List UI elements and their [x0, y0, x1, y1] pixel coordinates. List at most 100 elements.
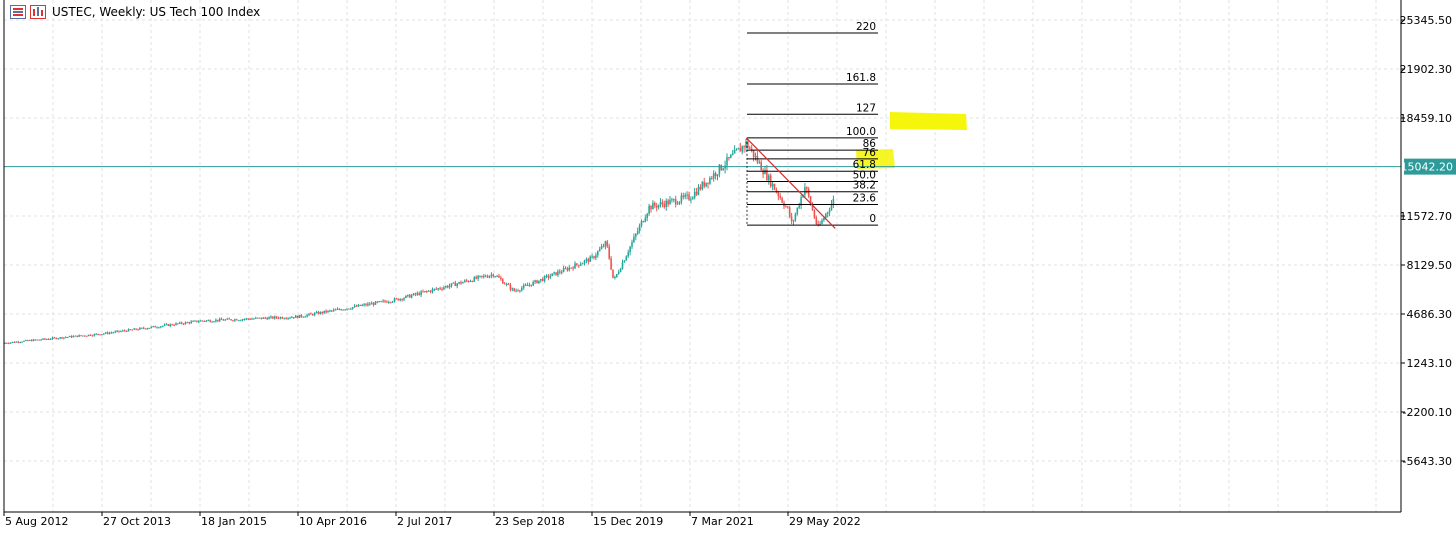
- candle-body: [131, 329, 134, 331]
- candle-body: [359, 304, 362, 306]
- candle-body: [372, 303, 375, 305]
- candle-body: [652, 202, 654, 210]
- candle-body: [522, 285, 525, 288]
- candle-body: [74, 335, 77, 337]
- candle-body: [429, 290, 432, 292]
- candle-body: [397, 298, 400, 301]
- candle-body: [775, 189, 778, 193]
- candle-body: [184, 322, 187, 324]
- candle-body: [553, 272, 555, 274]
- candle-body: [627, 252, 629, 257]
- candle-body: [663, 203, 666, 207]
- candle-body: [338, 308, 341, 310]
- candle-body: [234, 319, 236, 321]
- candle-body: [66, 337, 69, 339]
- candle-body: [530, 284, 533, 286]
- candle-body: [597, 251, 599, 256]
- candle-body: [230, 319, 232, 321]
- candle-body: [555, 272, 557, 276]
- candle-body: [323, 310, 325, 314]
- candle-body: [807, 188, 810, 197]
- candle-body: [667, 200, 669, 205]
- candle-body: [467, 280, 470, 282]
- candle-body: [9, 342, 12, 344]
- candle-body: [25, 340, 27, 342]
- candle-body: [551, 273, 553, 277]
- candle-body: [374, 301, 377, 305]
- candle-body: [484, 275, 487, 277]
- fib-level-label: 0: [869, 213, 876, 225]
- candle-body: [8, 343, 10, 345]
- candle-body: [139, 327, 141, 330]
- candle-body: [659, 202, 662, 205]
- candle-body: [764, 169, 766, 175]
- candle-body: [747, 141, 749, 148]
- candle-body: [152, 326, 154, 328]
- candle-body: [4, 342, 6, 344]
- candle-body: [794, 214, 797, 221]
- candle-body: [625, 256, 628, 261]
- candle-body: [342, 309, 344, 311]
- candle-body: [790, 216, 793, 222]
- candle-body: [188, 322, 191, 324]
- candle-body: [692, 197, 694, 200]
- candle-body: [327, 310, 329, 313]
- candle-body: [490, 274, 493, 276]
- candle-body: [792, 220, 795, 222]
- candle-body: [646, 213, 648, 219]
- fib-level-label: 61.8: [853, 159, 876, 171]
- candle-body: [15, 341, 18, 343]
- candle-body: [583, 260, 586, 264]
- candle-body: [693, 191, 696, 198]
- candle-body: [167, 324, 170, 327]
- candle-body: [806, 187, 808, 189]
- candle-body: [395, 298, 398, 300]
- candle-body: [452, 282, 455, 284]
- candle-body: [821, 220, 823, 224]
- candle-body: [684, 195, 686, 197]
- candle-body: [123, 330, 126, 332]
- x-tick-label: 23 Sep 2018: [495, 515, 565, 528]
- candle-body: [122, 330, 124, 332]
- candle-body: [258, 317, 261, 319]
- candle-body: [568, 267, 571, 271]
- candle-body: [703, 181, 705, 187]
- candle-body: [494, 276, 496, 278]
- candle-body: [496, 276, 498, 278]
- candle-body: [435, 288, 438, 290]
- candle-body: [93, 333, 96, 336]
- candle-body: [19, 342, 21, 344]
- candle-body: [199, 320, 202, 322]
- candle-body: [623, 260, 626, 263]
- candle-body: [730, 155, 732, 158]
- candle-body: [312, 313, 314, 316]
- candle-body: [270, 316, 272, 318]
- candle-body: [68, 336, 71, 338]
- candle-body: [355, 305, 358, 307]
- candle-body: [617, 271, 620, 275]
- candle-body: [591, 256, 593, 258]
- x-tick-label: 2 Jul 2017: [397, 515, 452, 528]
- candle-body: [317, 312, 320, 315]
- chart-title: USTEC, Weekly: US Tech 100 Index: [52, 5, 261, 19]
- candle-body: [752, 150, 755, 157]
- candle-body: [148, 327, 151, 329]
- trend-line[interactable]: [745, 137, 836, 229]
- fib-level-label: 23.6: [853, 193, 877, 205]
- candle-body: [103, 333, 105, 335]
- candle-body: [517, 290, 519, 292]
- candle-body: [619, 268, 622, 272]
- candle-body: [72, 336, 75, 338]
- candle-body: [688, 194, 690, 200]
- chart-bars-icon[interactable]: [30, 5, 46, 19]
- candle-body: [412, 293, 415, 296]
- candle-body: [536, 280, 538, 284]
- chart-list-icon[interactable]: [10, 5, 26, 19]
- candle-body: [319, 311, 322, 315]
- candle-body: [365, 304, 367, 306]
- candle-body: [61, 337, 63, 339]
- candle-body: [369, 303, 371, 305]
- candle-body: [325, 310, 327, 313]
